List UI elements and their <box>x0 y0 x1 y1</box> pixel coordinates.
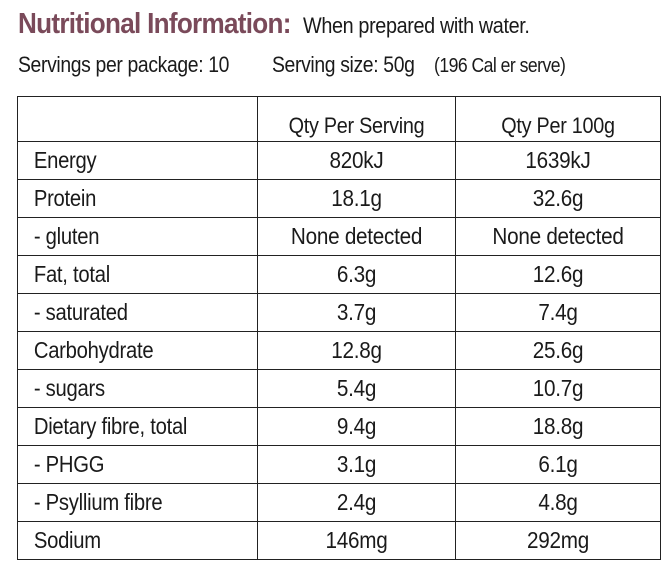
table-row: Protein 18.1g 32.6g <box>17 179 661 218</box>
nutrition-table: Qty Per Serving Qty Per 100g Energy 820kJ… <box>17 96 661 560</box>
table-header-row: Qty Per Serving Qty Per 100g <box>17 96 661 142</box>
qty-per-100g: 292mg <box>455 521 661 560</box>
qty-per-100g: 7.4g <box>455 293 661 332</box>
title-line: Nutritional Information: When prepared w… <box>18 8 668 52</box>
qty-per-100g: 12.6g <box>455 255 661 294</box>
servings-per-package: Servings per package: 10 <box>18 52 230 77</box>
qty-per-100g: 1639kJ <box>455 141 661 180</box>
panel-title: Nutritional Information: <box>18 8 291 40</box>
nutrient-name: - gluten <box>17 217 258 256</box>
table-row: - PHGG 3.1g 6.1g <box>17 445 661 484</box>
qty-per-serving: 820kJ <box>257 141 456 180</box>
table-row: - sugars 5.4g 10.7g <box>17 369 661 408</box>
qty-per-100g: None detected <box>455 217 661 256</box>
qty-per-100g: 6.1g <box>455 445 661 484</box>
table-row: Sodium 146mg 292mg <box>17 521 661 560</box>
table-row: Fat, total 6.3g 12.6g <box>17 255 661 294</box>
qty-per-100g: 32.6g <box>455 179 661 218</box>
nutrition-header: Nutritional Information: When prepared w… <box>18 8 668 78</box>
nutrient-name: Carbohydrate <box>17 331 258 370</box>
nutrient-name: Protein <box>17 179 258 218</box>
qty-per-100g: 4.8g <box>455 483 661 522</box>
table-row: Energy 820kJ 1639kJ <box>17 141 661 180</box>
qty-per-serving: 12.8g <box>257 331 456 370</box>
table-row: - saturated 3.7g 7.4g <box>17 293 661 332</box>
qty-per-100g: 18.8g <box>455 407 661 446</box>
table-row: - Psyllium fibre 2.4g 4.8g <box>17 483 661 522</box>
column-header-per-100g: Qty Per 100g <box>455 96 661 142</box>
qty-per-serving: 146mg <box>257 521 456 560</box>
table-row: Dietary fibre, total 9.4g 18.8g <box>17 407 661 446</box>
qty-per-serving: 3.1g <box>257 445 456 484</box>
nutrient-name: Energy <box>17 141 258 180</box>
calories-note: (196 Cal er serve) <box>433 55 566 77</box>
preparation-note: When prepared with water. <box>303 13 530 38</box>
nutrient-name: - sugars <box>17 369 258 408</box>
qty-per-serving: 9.4g <box>257 407 456 446</box>
nutrient-name: - saturated <box>17 293 258 332</box>
qty-per-serving: 2.4g <box>257 483 456 522</box>
table-row: - gluten None detected None detected <box>17 217 661 256</box>
qty-per-serving: 18.1g <box>257 179 456 218</box>
qty-per-serving: 3.7g <box>257 293 456 332</box>
nutrient-name: Fat, total <box>17 255 258 294</box>
qty-per-serving: 5.4g <box>257 369 456 408</box>
qty-per-serving: 6.3g <box>257 255 456 294</box>
nutrient-name: - Psyllium fibre <box>17 483 258 522</box>
nutrition-rows: Energy 820kJ 1639kJ Protein 18.1g 32.6g - glut… <box>17 141 661 560</box>
nutrient-name: Sodium <box>17 521 258 560</box>
nutrient-name: Dietary fibre, total <box>17 407 258 446</box>
nutrient-name: - PHGG <box>17 445 258 484</box>
table-row: Carbohydrate 12.8g 25.6g <box>17 331 661 370</box>
qty-per-100g: 25.6g <box>455 331 661 370</box>
qty-per-serving: None detected <box>257 217 456 256</box>
serving-info: Servings per package: 10 Serving size: 5… <box>18 52 668 78</box>
column-header-per-serving: Qty Per Serving <box>257 96 456 142</box>
serving-size: Serving size: 50g <box>271 52 415 77</box>
column-header-nutrient <box>17 96 258 142</box>
qty-per-100g: 10.7g <box>455 369 661 408</box>
